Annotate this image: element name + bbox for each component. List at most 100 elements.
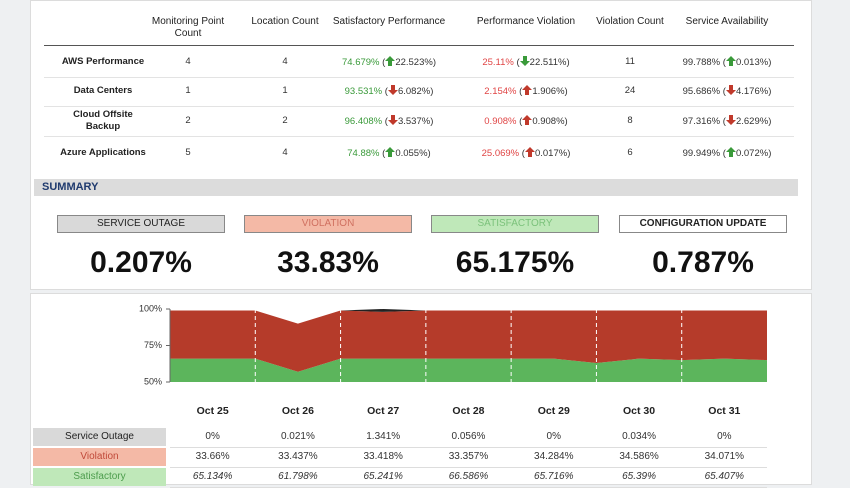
metric-value: 96.408% <box>344 116 383 127</box>
metric-cell: 2.154% (1.906%) <box>484 85 568 97</box>
arrow-icon <box>385 56 396 66</box>
column-header: Violation Count <box>596 16 664 27</box>
daily-cell: 33.357% <box>448 451 489 462</box>
metric-change: 0.055% <box>395 148 428 159</box>
daily-cell: 34.586% <box>619 451 659 462</box>
cell: 8 <box>627 115 633 126</box>
trend-arrow <box>725 56 736 66</box>
daily-cell: 0.056% <box>451 431 486 442</box>
summary-label: VIOLATION <box>244 215 412 233</box>
arrow-icon <box>522 115 533 125</box>
cell: 6 <box>627 147 633 158</box>
header-rule <box>44 45 794 46</box>
metric-value: 95.686% <box>682 86 721 97</box>
metric-value: 93.531% <box>344 86 383 97</box>
area-series <box>170 310 767 372</box>
arrow-shape <box>385 56 396 66</box>
trend-arrow <box>387 85 398 95</box>
cell: 24 <box>624 85 636 96</box>
trend-arrow <box>385 147 396 157</box>
arrow-shape <box>524 147 535 157</box>
metric-cell: 74.88% (0.055%) <box>347 147 431 159</box>
metric-cell: 93.531% (6.082%) <box>344 85 434 97</box>
daily-cell: 0.021% <box>280 431 315 442</box>
arrow-shape <box>522 85 533 95</box>
arrow-shape <box>725 56 736 66</box>
row-label: Violation <box>33 448 166 466</box>
cell: 2 <box>282 115 288 126</box>
row-rule <box>170 467 767 468</box>
trend-arrow <box>519 56 530 66</box>
metric-change: 2.629% <box>735 116 769 127</box>
row-name: Azure Applications <box>60 147 146 158</box>
daily-cell: 0% <box>205 431 220 442</box>
daily-cell: 1.341% <box>366 431 401 442</box>
y-tick-label: 75% <box>144 340 162 350</box>
summary-title: SUMMARY <box>42 181 99 193</box>
area-chart: 100% 75% 50% <box>139 303 767 386</box>
metric-change: 6.082% <box>397 86 431 97</box>
y-tick-label: 50% <box>144 376 162 386</box>
metric-cell: 99.949% (0.072%) <box>682 147 772 159</box>
date-header: Oct 26 <box>281 405 314 417</box>
trend-arrow <box>524 147 535 157</box>
row-rule <box>44 136 794 137</box>
metric-value: 25.069% <box>481 148 520 159</box>
daily-cell: 66.586% <box>448 471 489 482</box>
date-header: Oct 30 <box>623 405 656 417</box>
metric-value: 74.88% <box>347 148 380 159</box>
arrow-icon <box>725 115 736 125</box>
arrow-shape <box>725 115 736 125</box>
summary-label: SERVICE OUTAGE <box>57 215 225 233</box>
metric-change: 0.013% <box>735 57 769 68</box>
metric-value: 99.788% <box>682 57 721 68</box>
daily-cell: 0% <box>546 431 561 442</box>
cell: 1 <box>282 85 288 96</box>
report-panel <box>30 0 812 290</box>
row-name: Data Centers <box>73 85 133 96</box>
column-header: Location Count <box>251 16 319 27</box>
row-rule <box>44 106 794 107</box>
summary-value: 65.175% <box>455 246 575 279</box>
arrow-shape <box>385 147 396 157</box>
daily-cell: 34.284% <box>534 451 574 462</box>
metric-change: 1.906% <box>532 86 565 97</box>
trend-arrow <box>725 147 736 157</box>
metric-change: 0.072% <box>735 148 769 159</box>
cell: 4 <box>185 56 191 67</box>
metric-cell: 25.11% (22.511%) <box>482 56 570 68</box>
daily-cell: 34.071% <box>704 451 745 462</box>
cell: 2 <box>185 115 191 126</box>
daily-cell: 0% <box>717 431 732 442</box>
column-header: Performance Violation <box>476 16 576 27</box>
date-header: Oct 28 <box>452 405 485 417</box>
cell: 4 <box>282 56 288 67</box>
daily-cell: 65.39% <box>622 471 657 482</box>
arrow-icon <box>522 85 533 95</box>
arrow-shape <box>387 85 398 95</box>
daily-cell: 65.407% <box>704 471 745 482</box>
summary-label: CONFIGURATION UPDATE <box>619 215 787 233</box>
plot <box>170 309 767 382</box>
metric-change: 4.176% <box>735 86 769 97</box>
arrow-icon <box>725 85 736 95</box>
trend-arrow <box>522 115 533 125</box>
daily-cell: 65.241% <box>363 471 403 482</box>
trend-arrow <box>387 115 398 125</box>
date-header: Oct 27 <box>367 405 400 417</box>
arrow-icon <box>725 147 736 157</box>
metric-cell: 96.408% (3.537%) <box>344 115 434 127</box>
row-rule <box>44 77 794 78</box>
metric-cell: 25.069% (0.017%) <box>481 147 571 159</box>
column-header: Monitoring Point Count <box>151 16 225 39</box>
summary-value: 0.787% <box>652 246 754 279</box>
arrow-shape <box>725 147 736 157</box>
arrow-icon <box>519 56 530 66</box>
arrow-shape <box>387 115 398 125</box>
metric-cell: 99.788% (0.013%) <box>682 56 772 68</box>
daily-cell: 61.798% <box>278 471 318 482</box>
arrow-shape <box>522 115 533 125</box>
metric-change: 22.523% <box>395 57 433 68</box>
arrow-icon <box>524 147 535 157</box>
arrow-icon <box>725 56 736 66</box>
